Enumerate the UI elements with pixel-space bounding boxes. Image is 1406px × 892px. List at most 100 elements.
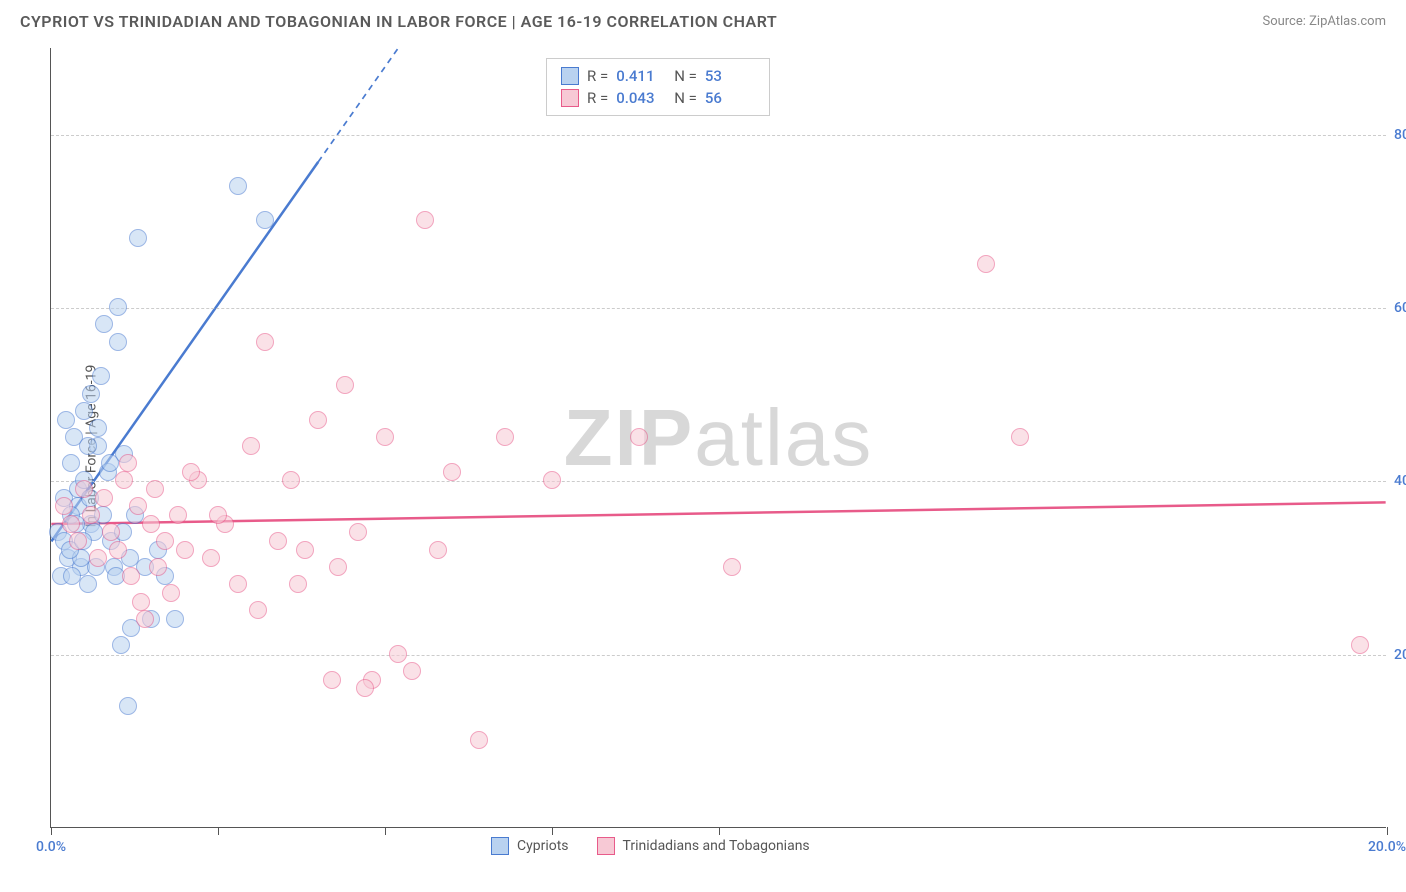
scatter-point <box>79 575 97 593</box>
stat-n-label: N = <box>674 89 697 107</box>
scatter-point <box>242 437 260 455</box>
scatter-point <box>723 558 741 576</box>
stat-n-value: 56 <box>705 89 755 107</box>
scatter-point <box>323 671 341 689</box>
scatter-point <box>229 575 247 593</box>
scatter-point <box>129 497 147 515</box>
scatter-point <box>256 211 274 229</box>
trend-line-dashed <box>318 48 398 162</box>
y-tick-label: 40.0% <box>1394 473 1406 489</box>
scatter-point <box>356 679 374 697</box>
legend-label: Cypriots <box>517 838 569 854</box>
scatter-point <box>182 463 200 481</box>
stat-r-label: R = <box>587 67 608 85</box>
scatter-point <box>79 437 97 455</box>
scatter-point <box>630 428 648 446</box>
stat-n-value: 53 <box>705 67 755 85</box>
scatter-point <box>92 367 110 385</box>
scatter-point <box>289 575 307 593</box>
legend-item: Trinidadians and Tobagonians <box>597 837 810 855</box>
x-tick <box>385 827 386 835</box>
stats-row: R = 0.411 N = 53 <box>561 65 755 87</box>
scatter-point <box>55 497 73 515</box>
chart-title: CYPRIOT VS TRINIDADIAN AND TOBAGONIAN IN… <box>20 12 777 31</box>
gridline <box>51 481 1386 482</box>
scatter-point <box>57 411 75 429</box>
source-attribution: Source: ZipAtlas.com <box>1262 14 1386 29</box>
legend-swatch <box>491 837 509 855</box>
legend-swatch <box>597 837 615 855</box>
watermark-atlas: atlas <box>694 393 873 482</box>
scatter-point <box>101 454 119 472</box>
scatter-point <box>62 454 80 472</box>
scatter-point <box>269 532 287 550</box>
legend-label: Trinidadians and Tobagonians <box>623 838 810 854</box>
scatter-point <box>309 411 327 429</box>
series-swatch <box>561 67 579 85</box>
stats-row: R = 0.043 N = 56 <box>561 87 755 109</box>
scatter-point <box>429 541 447 559</box>
scatter-point <box>209 506 227 524</box>
scatter-point <box>376 428 394 446</box>
scatter-point <box>122 567 140 585</box>
scatter-point <box>142 515 160 533</box>
scatter-point <box>249 601 267 619</box>
scatter-point <box>296 541 314 559</box>
x-tick-label: 0.0% <box>36 839 66 855</box>
gridline <box>51 308 1386 309</box>
scatter-point <box>129 229 147 247</box>
stat-r-value: 0.043 <box>616 89 666 107</box>
scatter-point <box>149 558 167 576</box>
scatter-point <box>75 480 93 498</box>
scatter-point <box>82 506 100 524</box>
scatter-point <box>282 471 300 489</box>
x-tick-label: 20.0% <box>1368 839 1406 855</box>
gridline <box>51 655 1386 656</box>
scatter-point <box>229 177 247 195</box>
scatter-point <box>146 480 164 498</box>
scatter-point <box>416 211 434 229</box>
x-tick <box>552 827 553 835</box>
scatter-point <box>256 333 274 351</box>
scatter-point <box>112 636 130 654</box>
scatter-point <box>75 402 93 420</box>
scatter-point <box>136 610 154 628</box>
scatter-point <box>349 523 367 541</box>
plot-area: ZIPatlas R =0.411N =53R =0.043N =56 Cypr… <box>50 48 1386 828</box>
scatter-point <box>69 532 87 550</box>
stat-r-value: 0.411 <box>616 67 666 85</box>
stat-r-label: R = <box>587 89 608 107</box>
series-swatch <box>561 89 579 107</box>
watermark: ZIPatlas <box>564 392 873 484</box>
scatter-point <box>102 523 120 541</box>
chart-header: CYPRIOT VS TRINIDADIAN AND TOBAGONIAN IN… <box>0 0 1406 39</box>
scatter-point <box>132 593 150 611</box>
scatter-point <box>89 549 107 567</box>
y-tick-label: 80.0% <box>1394 127 1406 143</box>
y-tick-label: 60.0% <box>1394 300 1406 316</box>
legend-item: Cypriots <box>491 837 569 855</box>
scatter-point <box>443 463 461 481</box>
scatter-point <box>82 385 100 403</box>
scatter-point <box>470 731 488 749</box>
scatter-point <box>119 454 137 472</box>
scatter-point <box>202 549 220 567</box>
scatter-point <box>109 541 127 559</box>
scatter-point <box>109 298 127 316</box>
gridline <box>51 135 1386 136</box>
stats-legend-box: R = 0.411 N = 53 R = 0.043 N = 56 <box>546 58 770 116</box>
scatter-point <box>169 506 187 524</box>
scatter-point <box>403 662 421 680</box>
x-tick <box>719 827 720 835</box>
y-tick-label: 20.0% <box>1394 647 1406 663</box>
scatter-point <box>95 489 113 507</box>
series-legend: Cypriots Trinidadians and Tobagonians <box>491 837 810 855</box>
scatter-point <box>389 645 407 663</box>
x-tick <box>1387 827 1388 835</box>
scatter-point <box>176 541 194 559</box>
scatter-point <box>543 471 561 489</box>
x-tick <box>218 827 219 835</box>
scatter-point <box>1351 636 1369 654</box>
scatter-point <box>95 315 113 333</box>
stat-n-label: N = <box>674 67 697 85</box>
